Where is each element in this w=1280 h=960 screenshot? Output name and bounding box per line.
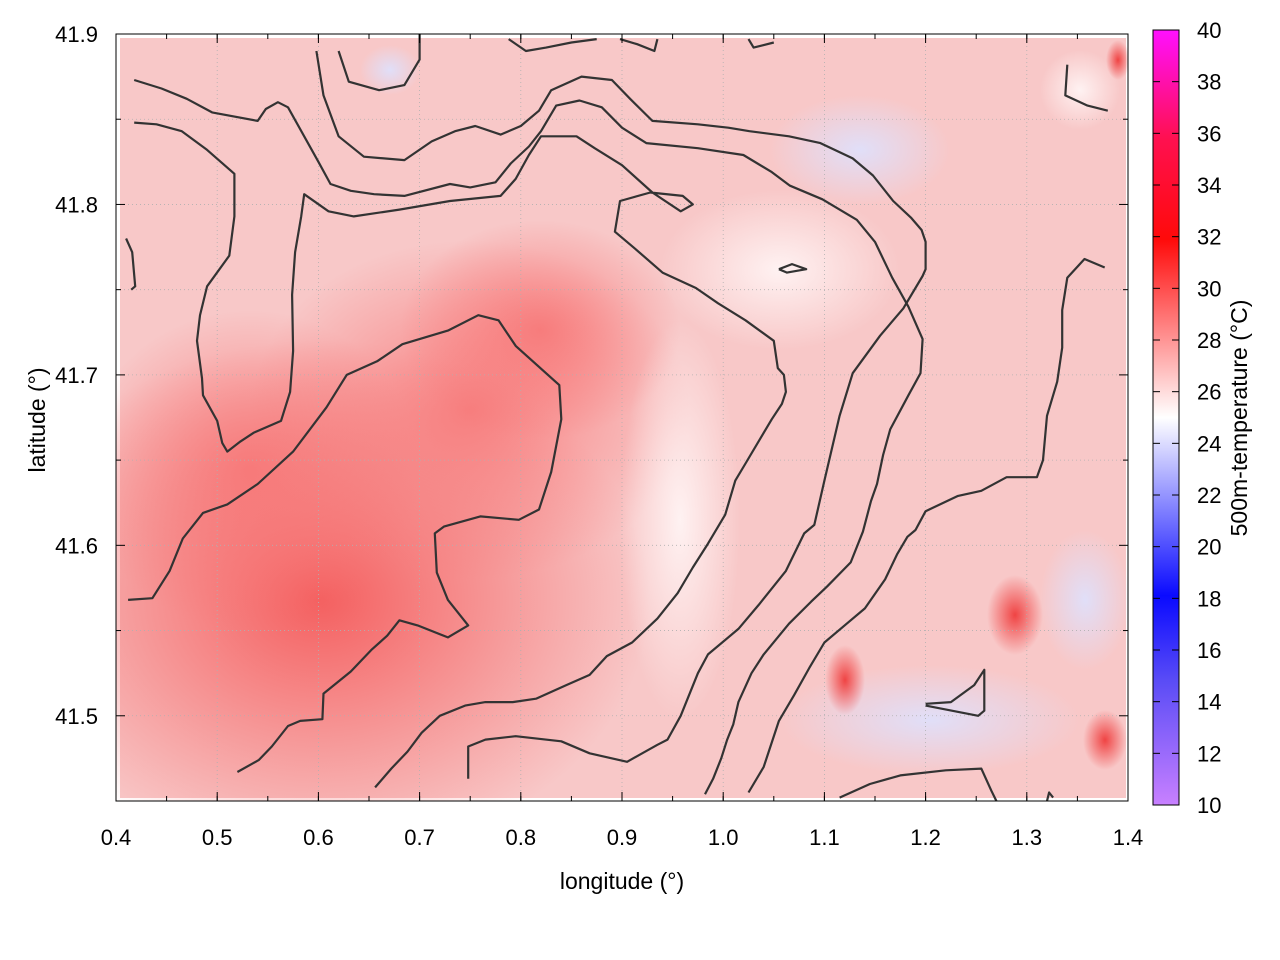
colorbar-tick-label: 26	[1197, 380, 1221, 405]
colorbar-tick-label: 14	[1197, 690, 1221, 715]
colorbar-tick-label: 10	[1197, 793, 1221, 818]
contour-line-c6	[747, 257, 1106, 794]
contour-line-c3	[134, 121, 788, 789]
contour-line-c4	[128, 314, 563, 773]
colorbar: 10 12 14 16 18 20 22 24 26 28 30 32 34 36 38 40 500m-te…	[1152, 18, 1252, 818]
y-axis-title: latitude (°)	[24, 367, 50, 472]
contour-line-c5	[315, 50, 927, 779]
contour-line-c11	[508, 38, 597, 53]
colorbar-tick-label: 28	[1197, 328, 1221, 353]
contour-line-c12	[619, 38, 659, 53]
y-tick-label: 41.9	[55, 22, 98, 47]
x-tick-label: 0.5	[202, 825, 233, 850]
x-tick-label: 1.1	[809, 825, 840, 850]
colorbar-tick-label: 40	[1197, 18, 1221, 43]
colorbar-tick-label: 36	[1197, 121, 1221, 146]
colorbar-tick-label: 18	[1197, 586, 1221, 611]
contour-line-c1	[125, 238, 137, 291]
colorbar-tick-label: 32	[1197, 225, 1221, 250]
y-tick-label: 41.5	[55, 704, 98, 729]
x-tick-label: 0.7	[404, 825, 435, 850]
contour-line-c9	[778, 263, 808, 274]
contour-line-c10	[337, 34, 421, 92]
x-tick-label: 0.6	[303, 825, 334, 850]
heatmap-field	[116, 38, 1128, 801]
y-axis: 41.5 41.6 41.7 41.8 41.9	[55, 22, 1128, 729]
colorbar-tick-label: 22	[1197, 483, 1221, 508]
x-axis-title: longitude (°)	[560, 868, 684, 894]
x-tick-label: 1.3	[1012, 825, 1043, 850]
colorbar-gradient	[1152, 29, 1180, 806]
contour-line-c14	[1064, 64, 1109, 112]
y-tick-label: 41.7	[55, 363, 98, 388]
colorbar-title: 500m-temperature (°C)	[1226, 300, 1252, 537]
contour-line-c8	[925, 668, 986, 717]
contour-line-c13	[747, 38, 775, 49]
y-tick-label: 41.8	[55, 192, 98, 217]
colorbar-ticks: 10 12 14 16 18 20 22 24 26 28 30 32 34 36 38 40	[1153, 18, 1221, 818]
x-tick-label: 0.8	[506, 825, 537, 850]
colorbar-tick-label: 12	[1197, 741, 1221, 766]
contour-line-c7	[839, 767, 998, 801]
contour-lines	[125, 34, 1109, 801]
contour-line-c15	[1045, 791, 1054, 801]
colorbar-tick-label: 24	[1197, 431, 1221, 456]
colorbar-tick-label: 38	[1197, 70, 1221, 95]
contour-line-c2	[133, 78, 924, 795]
x-tick-label: 0.9	[607, 825, 638, 850]
x-tick-label: 1.2	[910, 825, 941, 850]
x-tick-label: 1.0	[708, 825, 739, 850]
x-axis: 0.4 0.5 0.6 0.7 0.8 0.9 1.0 1.1 1.2 1.3 1.4	[101, 34, 1144, 850]
x-tick-label: 0.4	[101, 825, 132, 850]
colorbar-tick-label: 30	[1197, 276, 1221, 301]
colorbar-tick-label: 34	[1197, 173, 1221, 198]
y-tick-label: 41.6	[55, 533, 98, 558]
colorbar-tick-label: 16	[1197, 638, 1221, 663]
x-tick-label: 1.4	[1113, 825, 1144, 850]
colorbar-tick-label: 20	[1197, 535, 1221, 560]
